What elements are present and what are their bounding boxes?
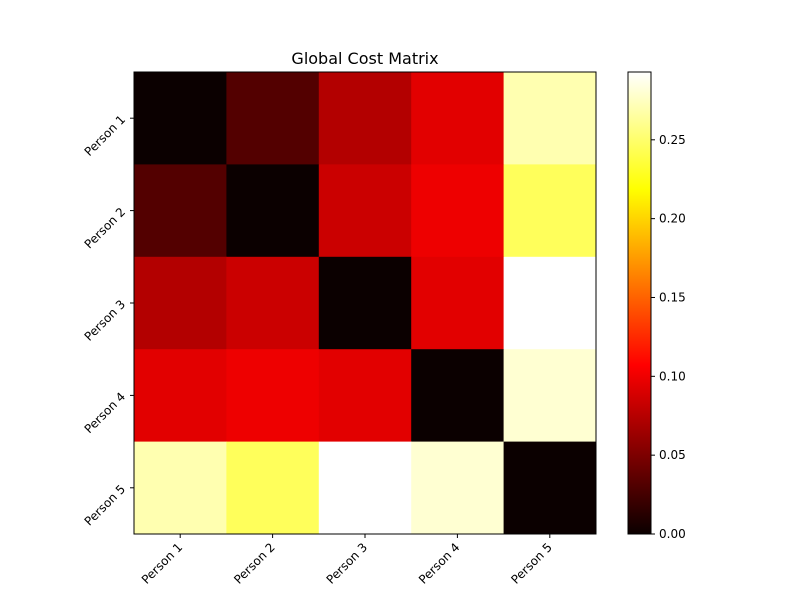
heatmap-cell	[134, 441, 227, 535]
heatmap-cell	[503, 256, 597, 350]
colorbar-tick-label: 0.20	[659, 212, 686, 226]
heatmap-cell	[226, 441, 320, 535]
x-tick-label: Person 4	[416, 540, 463, 587]
x-tick-label: Person 5	[508, 540, 555, 587]
heatmap-cell	[318, 441, 412, 535]
heatmap-cell	[134, 256, 227, 350]
x-tick-label: Person 2	[231, 540, 278, 587]
y-tick-label: Person 2	[82, 205, 129, 252]
x-tick-label: Person 1	[139, 540, 186, 587]
y-tick-label: Person 5	[82, 482, 129, 529]
heatmap-cell	[318, 256, 412, 350]
colorbar-tick-label: 0.25	[659, 133, 686, 147]
y-tick-label: Person 4	[82, 390, 129, 437]
heatmap-cell	[318, 349, 412, 443]
colorbar-tick-label: 0.10	[659, 369, 686, 383]
heatmap-cell	[411, 72, 505, 165]
x-tick-label: Person 3	[324, 540, 371, 587]
heatmap-cell	[411, 349, 505, 443]
colorbar-axis: 0.00 0.05 0.10 0.15 0.20 0.25	[651, 133, 686, 541]
heatmap-cell	[503, 164, 597, 258]
heatmap-cell	[226, 256, 320, 350]
heatmap-cell	[226, 349, 320, 443]
heatmap-cell	[411, 441, 505, 535]
heatmap-cell	[318, 72, 412, 165]
heatmap-cell	[411, 256, 505, 350]
heatmap-cell	[411, 164, 505, 258]
y-axis: Person 1 Person 2 Person 3 Person 4 Person 5	[82, 112, 134, 529]
heatmap-cell	[226, 164, 320, 258]
colorbar-tick-label: 0.00	[659, 527, 686, 541]
heatmap-cell	[318, 164, 412, 258]
heatmap-cell	[226, 72, 320, 165]
colorbar-tick-label: 0.15	[659, 290, 686, 304]
y-tick-label: Person 3	[82, 297, 129, 344]
heatmap-cell	[503, 441, 597, 535]
chart-title: Global Cost Matrix	[291, 49, 438, 68]
heatmap-cell	[134, 164, 227, 258]
heatmap-cell	[503, 72, 597, 165]
heatmap-cell	[134, 349, 227, 443]
heatmap-cell	[134, 72, 227, 165]
colorbar-tick-label: 0.05	[659, 448, 686, 462]
colorbar	[627, 71, 652, 535]
heatmap-cells	[134, 72, 597, 535]
y-tick-label: Person 1	[82, 112, 129, 159]
heatmap-cell	[503, 349, 597, 443]
x-axis: Person 1 Person 2 Person 3 Person 4 Person 5	[139, 534, 555, 587]
